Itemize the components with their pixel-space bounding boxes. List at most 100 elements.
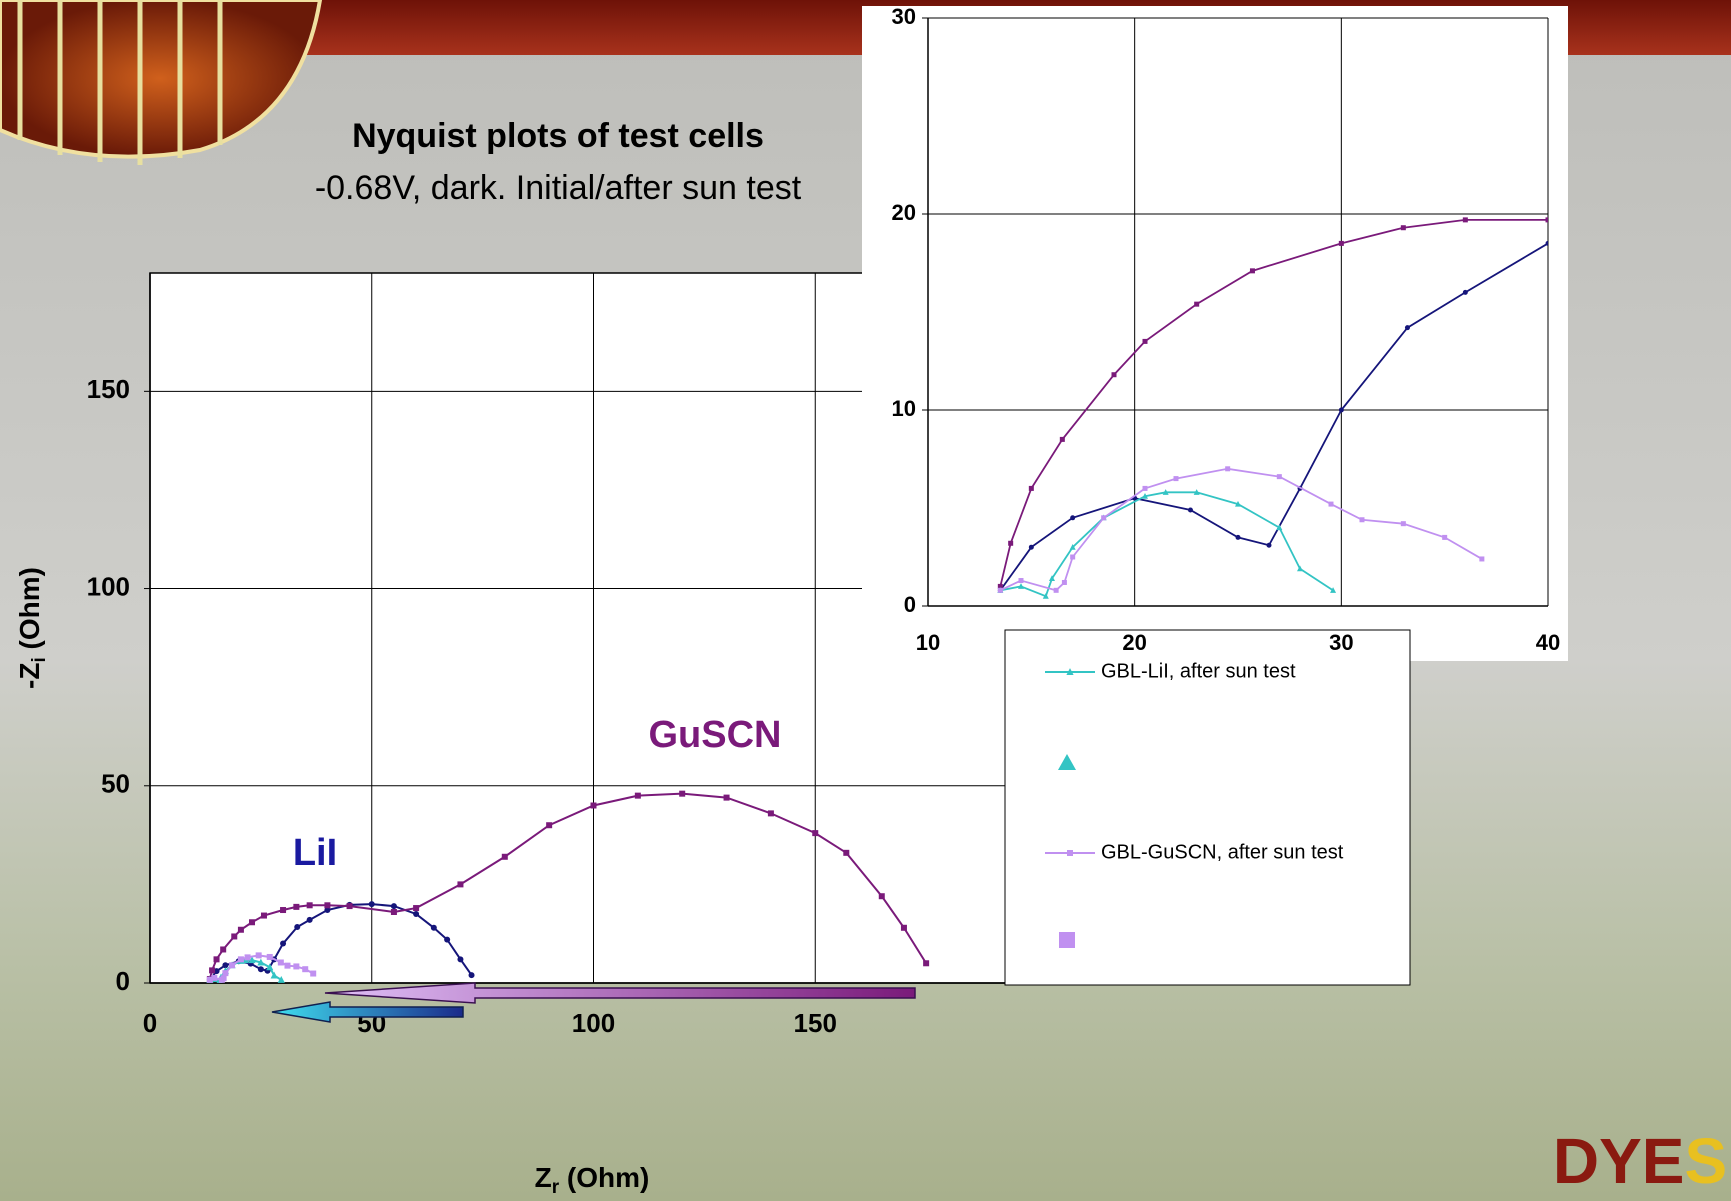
x-tick-label: 40 (1536, 630, 1560, 655)
data-point (231, 933, 237, 939)
x-tick-label: 100 (572, 1008, 615, 1038)
x-tick-label: 0 (143, 1008, 157, 1038)
y-axis-label: -Zi (Ohm) (14, 567, 50, 689)
data-point (220, 946, 226, 952)
data-point (278, 959, 284, 965)
data-point (444, 937, 450, 943)
logo-main: DYE (1553, 1125, 1685, 1197)
data-point (1267, 543, 1272, 548)
x-tick-label: 10 (916, 630, 940, 655)
label-unit: (Ohm) (14, 567, 45, 657)
data-point (256, 952, 262, 958)
y-tick-label: 20 (892, 200, 916, 225)
data-point (1236, 535, 1241, 540)
data-point (238, 956, 244, 962)
data-point (391, 909, 397, 915)
data-point (457, 956, 463, 962)
data-point (469, 972, 475, 978)
legend-label: GBL-LiI, after sun test (1101, 660, 1296, 682)
data-point (879, 893, 885, 899)
data-point (812, 830, 818, 836)
data-point (1277, 474, 1282, 479)
data-point (768, 810, 774, 816)
data-point (222, 970, 228, 976)
data-point (1029, 545, 1034, 550)
data-point (1060, 437, 1065, 442)
data-point (1062, 580, 1067, 585)
data-point (1442, 535, 1447, 540)
data-point (209, 967, 215, 973)
data-point (1101, 515, 1106, 520)
data-point (1401, 225, 1406, 230)
label-text: Z (535, 1162, 552, 1193)
data-point (1360, 517, 1365, 522)
annotation: GuSCN (649, 714, 782, 756)
data-point (1188, 507, 1193, 512)
data-point (245, 954, 251, 960)
data-point (843, 850, 849, 856)
data-point (238, 927, 244, 933)
data-point (413, 911, 419, 917)
data-point (431, 925, 437, 931)
logo-accent: S (1684, 1125, 1727, 1197)
data-point (923, 960, 929, 966)
label-unit: (Ohm) (559, 1162, 649, 1193)
data-point (310, 971, 316, 977)
data-point (457, 881, 463, 887)
legend-label: GBL-GuSCN, after sun test (1101, 841, 1344, 863)
data-point (391, 903, 397, 909)
y-tick-label: 50 (101, 769, 130, 799)
data-point (221, 975, 227, 981)
data-point (214, 956, 220, 962)
chart-title: Nyquist plots of test cells (352, 117, 764, 155)
y-tick-label: 100 (87, 571, 130, 601)
data-point (280, 907, 286, 913)
chart-subtitle: -0.68V, dark. Initial/after sun test (315, 169, 802, 207)
data-point (546, 822, 552, 828)
data-point (591, 803, 597, 809)
legend-marker (1067, 850, 1073, 856)
data-point (324, 902, 330, 908)
data-point (1479, 556, 1484, 561)
annotation: LiI (293, 832, 337, 874)
data-point (679, 791, 685, 797)
data-point (1143, 339, 1148, 344)
data-point (1329, 502, 1334, 507)
data-point (294, 924, 300, 930)
data-point (1008, 541, 1013, 546)
data-point (1225, 466, 1230, 471)
y-tick-label: 10 (892, 396, 916, 421)
data-point (1405, 325, 1410, 330)
data-point (901, 925, 907, 931)
data-point (1463, 217, 1468, 222)
data-point (307, 902, 313, 908)
data-point (249, 919, 255, 925)
data-point (1174, 476, 1179, 481)
slide: 050100150050100150 Nyquist plots of test… (0, 0, 1731, 1201)
y-tick-label: 30 (892, 4, 916, 29)
label-text: -Z (14, 663, 45, 689)
data-point (413, 905, 419, 911)
data-point (1250, 268, 1255, 273)
data-point (1019, 578, 1024, 583)
data-point (1070, 515, 1075, 520)
data-point (502, 854, 508, 860)
y-tick-label: 0 (904, 592, 916, 617)
data-point (1194, 302, 1199, 307)
data-point (280, 941, 286, 947)
data-point (307, 917, 313, 923)
data-point (1112, 372, 1117, 377)
data-point (998, 588, 1003, 593)
data-point (293, 904, 299, 910)
inset-panel (862, 6, 1568, 661)
data-point (1339, 241, 1344, 246)
data-point (261, 913, 267, 919)
data-point (1054, 588, 1059, 593)
data-point (1339, 408, 1344, 413)
data-point (369, 901, 375, 907)
data-point (1143, 486, 1148, 491)
data-point (284, 963, 290, 969)
x-tick-label: 30 (1329, 630, 1353, 655)
y-tick-label: 150 (87, 374, 130, 404)
data-point (1029, 486, 1034, 491)
